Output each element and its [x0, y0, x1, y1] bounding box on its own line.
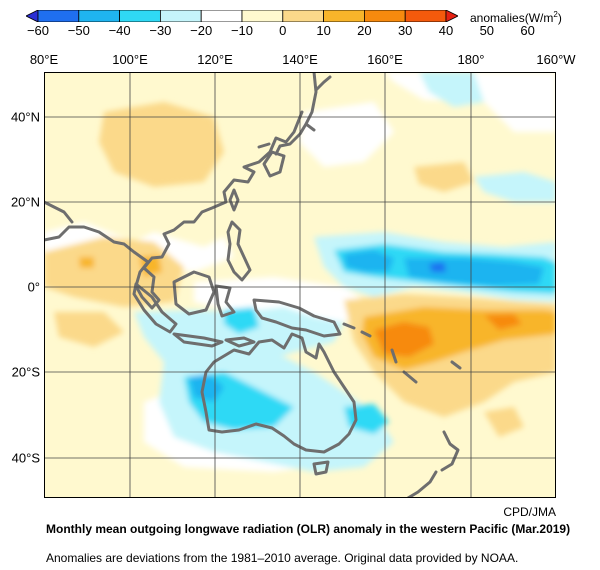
colorbar-bin: [200, 10, 243, 22]
lat-label-40s: 40°S: [11, 450, 40, 466]
lat-label-40n: 40°N: [10, 109, 40, 125]
timor-coast: [224, 336, 256, 348]
bay-of-bengal-coast: [44, 200, 74, 224]
sulawesi-coast: [214, 284, 236, 318]
tasmania-coast: [312, 460, 330, 476]
borneo-coast: [172, 270, 216, 316]
lat-label-20n: 20°N: [10, 194, 40, 210]
colorbar-tick-label: 30: [397, 23, 413, 38]
strong-positive-area: [484, 314, 522, 330]
australia-coast: [200, 332, 358, 454]
lon-label-160w: 160°W: [536, 52, 576, 67]
anomaly-field-shading: [44, 72, 556, 472]
colorbar-bins: [26, 10, 458, 22]
lat-label-20s: 20°S: [11, 364, 40, 380]
korea-coast: [262, 150, 286, 178]
solomon-coast: [342, 322, 372, 338]
weak-positive-area: [44, 237, 184, 307]
java-coast: [172, 332, 224, 348]
lon-label-80e: 80°E: [29, 52, 59, 67]
colorbar-bin: [78, 10, 120, 22]
weak-positive-area: [484, 407, 524, 437]
lon-label-160e: 160°E: [367, 52, 403, 67]
lon-label-100e: 100°E: [112, 52, 148, 67]
fiji-coast: [450, 360, 462, 370]
new-guinea-coast: [252, 298, 342, 338]
moderate-positive-area: [79, 257, 94, 268]
weak-negative-area: [474, 172, 556, 202]
lon-label-120e: 120°E: [197, 52, 233, 67]
colorbar-bin: [241, 10, 284, 22]
colorbar-tick-label: 10: [316, 23, 331, 38]
new-zealand-north-coast: [440, 430, 460, 472]
colorbar-tick-label: 60: [520, 23, 535, 38]
philippines-coast: [226, 220, 252, 282]
colorbar: [26, 10, 458, 22]
coastlines: [44, 72, 462, 498]
colorbar-tick-label: −10: [230, 23, 254, 38]
figure-note: Anomalies are deviations from the 1981–2…: [46, 551, 519, 565]
lat-label-0: 0°: [27, 279, 40, 295]
japan-coast: [257, 72, 318, 156]
colorbar-tick-label: −40: [108, 23, 131, 38]
colorbar-tick-label: 0: [279, 23, 287, 38]
strongest-negative-area: [429, 262, 446, 272]
taiwan-coast: [228, 188, 240, 212]
colorbar-tick-label: 20: [357, 23, 372, 38]
colorbar-bin: [445, 10, 458, 22]
graticule: [44, 72, 556, 498]
weak-positive-area: [54, 312, 124, 347]
colorbar-bin: [159, 10, 202, 22]
lon-label-180: 180°: [457, 52, 485, 67]
lon-label-140e: 140°E: [282, 52, 318, 67]
map-svg: [44, 72, 556, 498]
colorbar-bin: [404, 10, 447, 22]
figure-title: Monthly mean outgoing longwave radiation…: [46, 522, 571, 536]
colorbar-bin: [37, 10, 80, 22]
colorbar-tick-label: 50: [479, 23, 495, 38]
colorbar-tick-label: −20: [190, 23, 213, 38]
colorbar-bin: [282, 10, 324, 22]
colorbar-unit: anomalies(W/m2): [470, 10, 562, 25]
colorbar-bin: [323, 10, 365, 22]
map-frame: [44, 72, 556, 498]
strong-positive-area: [374, 322, 434, 357]
weak-negative-area: [419, 72, 484, 107]
asia-mainland-coast: [44, 110, 304, 310]
colorbar-tick-label: −50: [67, 23, 90, 38]
new-caledonia-coast: [402, 370, 418, 384]
sumatra-coast: [132, 282, 178, 334]
near-zero-area: [299, 102, 394, 167]
weak-positive-area: [414, 162, 474, 192]
vanuatu-coast: [390, 348, 398, 364]
olr-anomaly-map: [44, 72, 556, 498]
colorbar-tick-labels: −60 −50 −40 −30 −20 −10 0 10 20 30 40 50 60: [0, 23, 600, 39]
colorbar-bin: [26, 10, 39, 22]
source-credit: CPD/JMA: [503, 505, 556, 519]
strong-negative-area: [344, 250, 394, 272]
colorbar-tick-label: −30: [149, 23, 172, 38]
colorbar-tick-label: −60: [26, 23, 50, 38]
colorbar-bin: [119, 10, 161, 22]
kurils-coast: [314, 75, 332, 92]
colorbar-tick-label: 40: [438, 23, 454, 38]
colorbar-bin: [363, 10, 406, 22]
new-zealand-south-coast: [406, 470, 438, 498]
